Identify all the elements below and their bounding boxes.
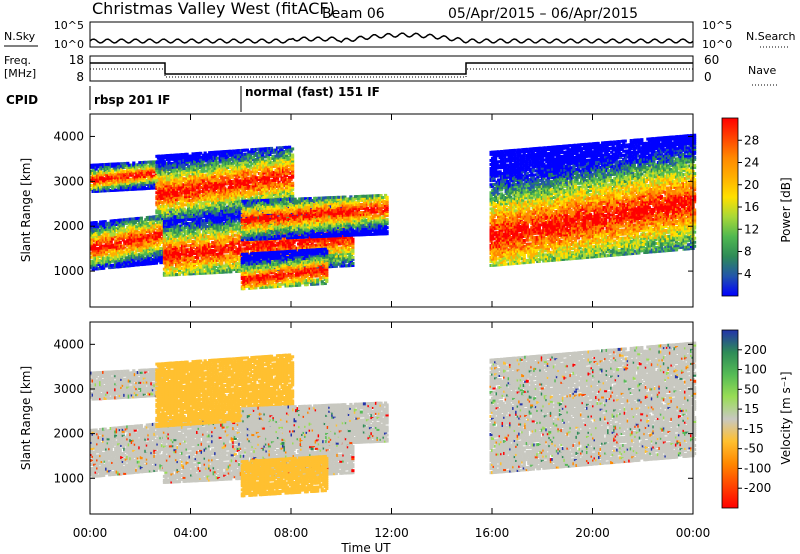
power-cell bbox=[119, 241, 122, 244]
freq-label-2: [MHz] bbox=[4, 67, 36, 80]
power-cell bbox=[123, 228, 126, 231]
noise-right-label: N.Search bbox=[746, 30, 796, 43]
noise-left-label: N.Sky bbox=[4, 30, 36, 43]
power-cell bbox=[152, 160, 155, 163]
power-cell bbox=[181, 216, 184, 219]
power-cell bbox=[166, 209, 169, 212]
cpid-mode-2: normal (fast) 151 IF bbox=[245, 85, 380, 99]
noise-sky-trace bbox=[90, 33, 693, 43]
power-cell bbox=[144, 161, 147, 164]
noise-tick-right-top: 10^5 bbox=[702, 19, 732, 32]
freq-tick-right-top: 60 bbox=[704, 53, 719, 67]
power-cell bbox=[226, 254, 229, 257]
power-cell bbox=[351, 256, 354, 259]
freq-tick-left-top: 18 bbox=[69, 53, 84, 67]
power-cell bbox=[117, 162, 120, 165]
power-cell bbox=[131, 217, 134, 220]
noise-panel: N.Sky 10^5 10^0 10^5 10^0 N.Search bbox=[4, 19, 796, 51]
figure-title: Christmas Valley West (fitACF) bbox=[92, 0, 335, 18]
date-range: 05/Apr/2015 – 06/Apr/2015 bbox=[448, 6, 638, 22]
radar-figure: Christmas Valley West (fitACF) Beam 06 0… bbox=[0, 0, 800, 554]
cpid-row: CPID rbsp 201 IF normal (fast) 151 IF bbox=[6, 85, 380, 112]
power-cell bbox=[193, 260, 196, 263]
noise-tick-right-bottom: 10^0 bbox=[702, 38, 732, 51]
power-cell bbox=[140, 217, 143, 220]
beam-label: Beam 06 bbox=[322, 6, 385, 22]
freq-panel: Freq. [MHz] 18 8 60 0 Nave bbox=[4, 53, 778, 85]
power-cell bbox=[351, 262, 354, 265]
cpid-label: CPID bbox=[6, 93, 38, 107]
nave-trace bbox=[90, 69, 693, 77]
freq-tick-right-bottom: 0 bbox=[704, 70, 712, 84]
power-cell bbox=[176, 202, 179, 205]
power-cell bbox=[153, 231, 156, 234]
power-heatmap bbox=[90, 134, 696, 291]
power-cell bbox=[144, 187, 147, 190]
cpid-mode-1: rbsp 201 IF bbox=[94, 93, 170, 107]
noise-tick-left-top: 10^5 bbox=[54, 19, 84, 32]
freq-label-1: Freq. bbox=[4, 54, 31, 67]
power-cell bbox=[132, 161, 135, 164]
power-cell bbox=[351, 238, 354, 241]
nave-label: Nave bbox=[748, 64, 776, 77]
noise-tick-left-bottom: 10^0 bbox=[54, 38, 84, 51]
freq-tick-left-bottom: 8 bbox=[76, 70, 84, 84]
